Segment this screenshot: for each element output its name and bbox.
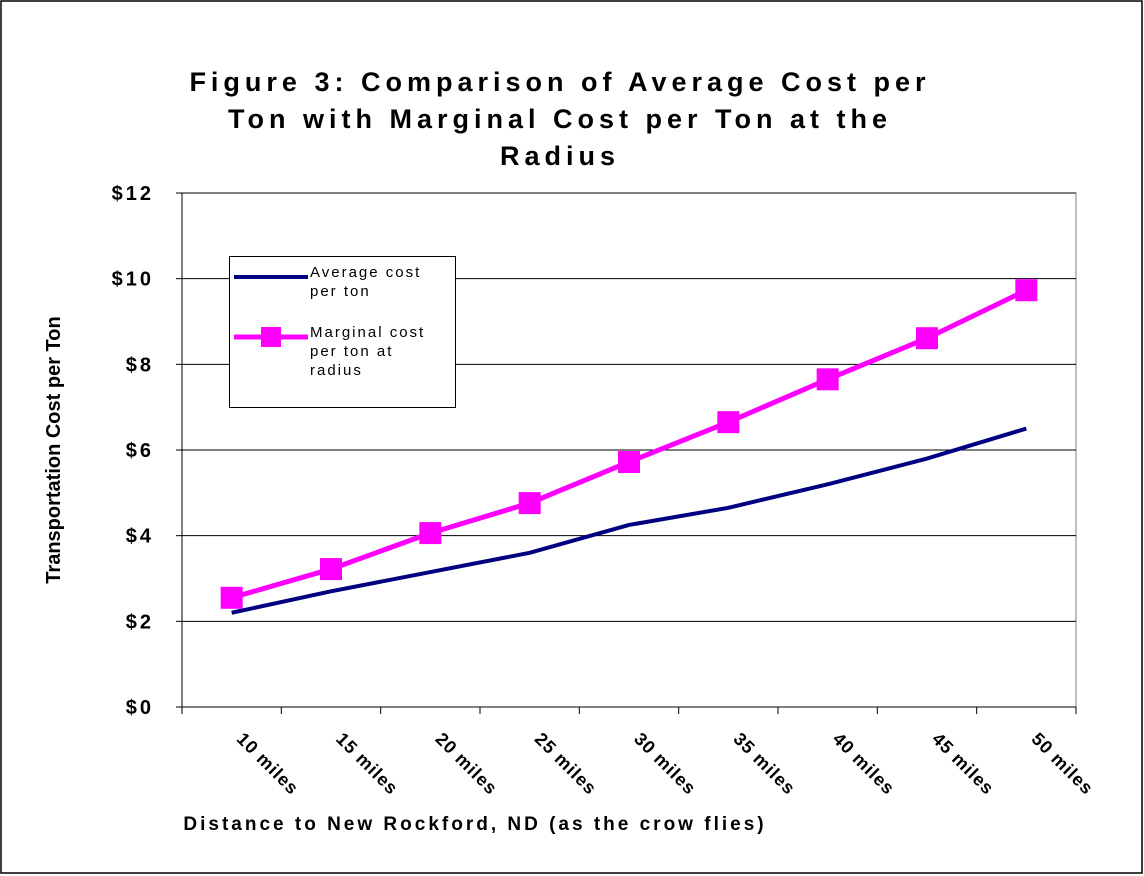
marker: [1015, 279, 1038, 302]
y-tick-label: $12: [112, 183, 154, 205]
legend-label: Average cost per ton: [310, 264, 422, 300]
marker: [618, 450, 640, 473]
legend-marker: [261, 327, 281, 347]
marker: [320, 558, 342, 581]
x-tick-label: 50 miles: [1028, 729, 1098, 799]
x-axis-title: Distance to New Rockford, ND (as the cro…: [183, 814, 766, 835]
marker: [717, 411, 740, 434]
legend-swatch: [234, 275, 308, 279]
marker: [220, 586, 243, 609]
x-tick-label: 45 miles: [928, 729, 998, 799]
x-tick-label: 15 miles: [332, 729, 402, 799]
marker: [916, 327, 938, 350]
y-tick-label: $2: [126, 611, 154, 633]
y-tick-label: $0: [126, 697, 154, 719]
series-line: [231, 426, 1027, 615]
marker: [816, 368, 839, 391]
legend-swatch: [234, 327, 308, 347]
x-tick-label: 30 miles: [630, 729, 700, 799]
y-tick-label: $10: [112, 269, 154, 291]
y-axis-title: Transportation Cost per Ton: [43, 316, 65, 583]
x-tick-label: 40 miles: [829, 729, 899, 799]
x-tick-label: 10 miles: [233, 729, 303, 799]
legend: Average cost per ton Marginal cost per to…: [229, 256, 456, 408]
y-tick-label: $6: [126, 440, 154, 462]
x-tick-label: 25 miles: [531, 729, 601, 799]
x-tick-label: 35 miles: [730, 729, 800, 799]
x-tick-label: 20 miles: [432, 729, 502, 799]
chart-title: Figure 3: Comparison of Average Cost per…: [189, 67, 931, 171]
y-tick-label: $4: [126, 526, 154, 548]
legend-label: Marginal cost per ton at radius: [310, 324, 426, 379]
y-tick-label: $8: [126, 354, 154, 376]
marker: [518, 492, 541, 515]
marker: [419, 522, 442, 545]
